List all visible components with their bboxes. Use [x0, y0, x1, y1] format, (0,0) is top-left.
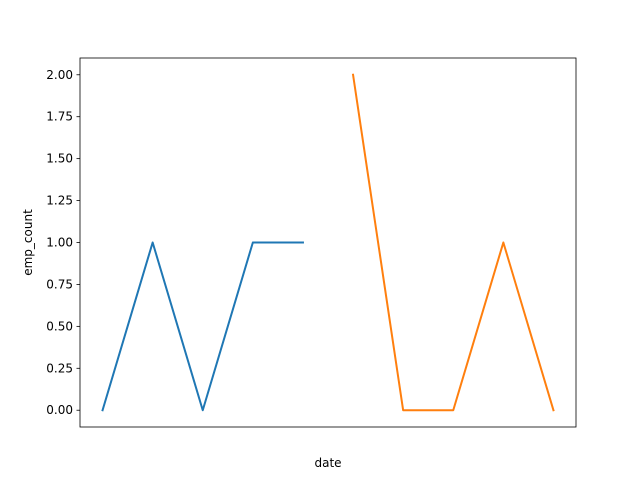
series-layer — [101, 73, 555, 412]
y-tick-label: 0.00 — [46, 403, 73, 417]
y-tick-label: 0.25 — [46, 361, 73, 375]
series-1-line — [101, 241, 304, 412]
y-tick-label: 0.75 — [46, 277, 73, 291]
y-axis: 0.00 0.25 0.50 0.75 1.00 1.25 1.50 1.75 2.00 — [46, 68, 80, 417]
y-axis-label: emp_count — [21, 209, 35, 276]
x-axis-label: date — [314, 456, 341, 470]
series-2-line — [351, 73, 555, 412]
y-tick-label: 1.50 — [46, 152, 73, 166]
y-tick-label: 1.00 — [46, 236, 73, 250]
y-tick-label: 1.25 — [46, 194, 73, 208]
y-tick-label: 1.75 — [46, 110, 73, 124]
y-tick-label: 0.50 — [46, 319, 73, 333]
y-tick-label: 2.00 — [46, 68, 73, 82]
plot-frame — [79, 57, 577, 428]
